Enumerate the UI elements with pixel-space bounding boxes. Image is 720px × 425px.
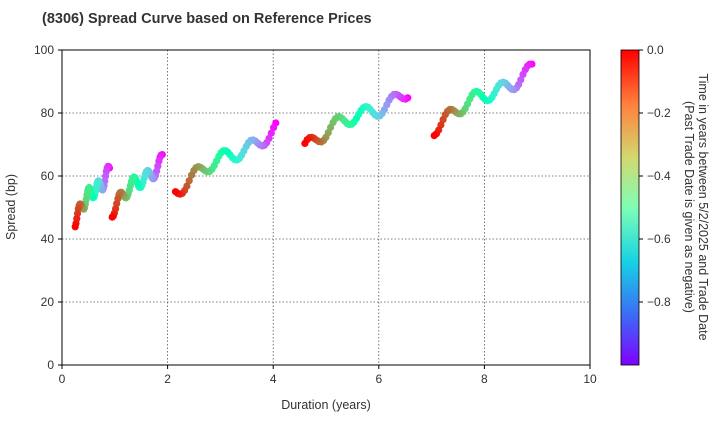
x-tick-label: 8: [481, 372, 488, 386]
data-point: [187, 171, 196, 179]
x-tick-label: 0: [59, 372, 66, 386]
x-axis-ticks: 0 2 4 6 8 10: [59, 365, 597, 386]
colorbar-tick-label: −0.8: [647, 295, 671, 309]
data-point: [301, 139, 309, 147]
plot-area-frame: [61, 49, 591, 366]
y-axis-ticks: 0 20 40 60 80 100: [34, 43, 62, 372]
chart-title: (8306) Spread Curve based on Reference P…: [42, 11, 372, 27]
colorbar: [620, 49, 640, 366]
y-tick-label: 100: [34, 43, 54, 57]
data-point: [171, 188, 180, 196]
x-axis-label: Duration (years): [281, 398, 371, 412]
data-point: [108, 213, 116, 221]
x-tick-label: 2: [164, 372, 171, 386]
colorbar-label-line1: Time in years between 5/2/2025 and Trade…: [696, 73, 710, 340]
x-tick-label: 6: [375, 372, 382, 386]
y-axis-label: Spread (bp): [4, 174, 18, 240]
data-point: [71, 223, 79, 231]
data-point: [519, 70, 527, 78]
data-point: [270, 124, 278, 132]
data-point: [185, 177, 193, 185]
grid-lines: [62, 50, 590, 365]
y-tick-label: 80: [41, 106, 55, 120]
y-tick-label: 40: [41, 232, 55, 246]
y-tick-label: 60: [41, 169, 55, 183]
data-points: [71, 60, 536, 231]
colorbar-ticks: 0.0 −0.2 −0.4 −0.6 −0.8: [639, 43, 671, 309]
data-point: [430, 132, 438, 140]
colorbar-tick-label: −0.4: [647, 169, 671, 183]
colorbar-label-line2: (Past Trade Date is given as negative): [682, 101, 696, 313]
y-tick-label: 20: [41, 295, 55, 309]
colorbar-tick-label: 0.0: [647, 43, 664, 57]
x-tick-label: 10: [583, 372, 597, 386]
y-tick-label: 0: [47, 358, 54, 372]
colorbar-tick-label: −0.2: [647, 106, 671, 120]
x-tick-label: 4: [270, 372, 277, 386]
data-point: [439, 116, 447, 124]
colorbar-tick-label: −0.6: [647, 232, 671, 246]
